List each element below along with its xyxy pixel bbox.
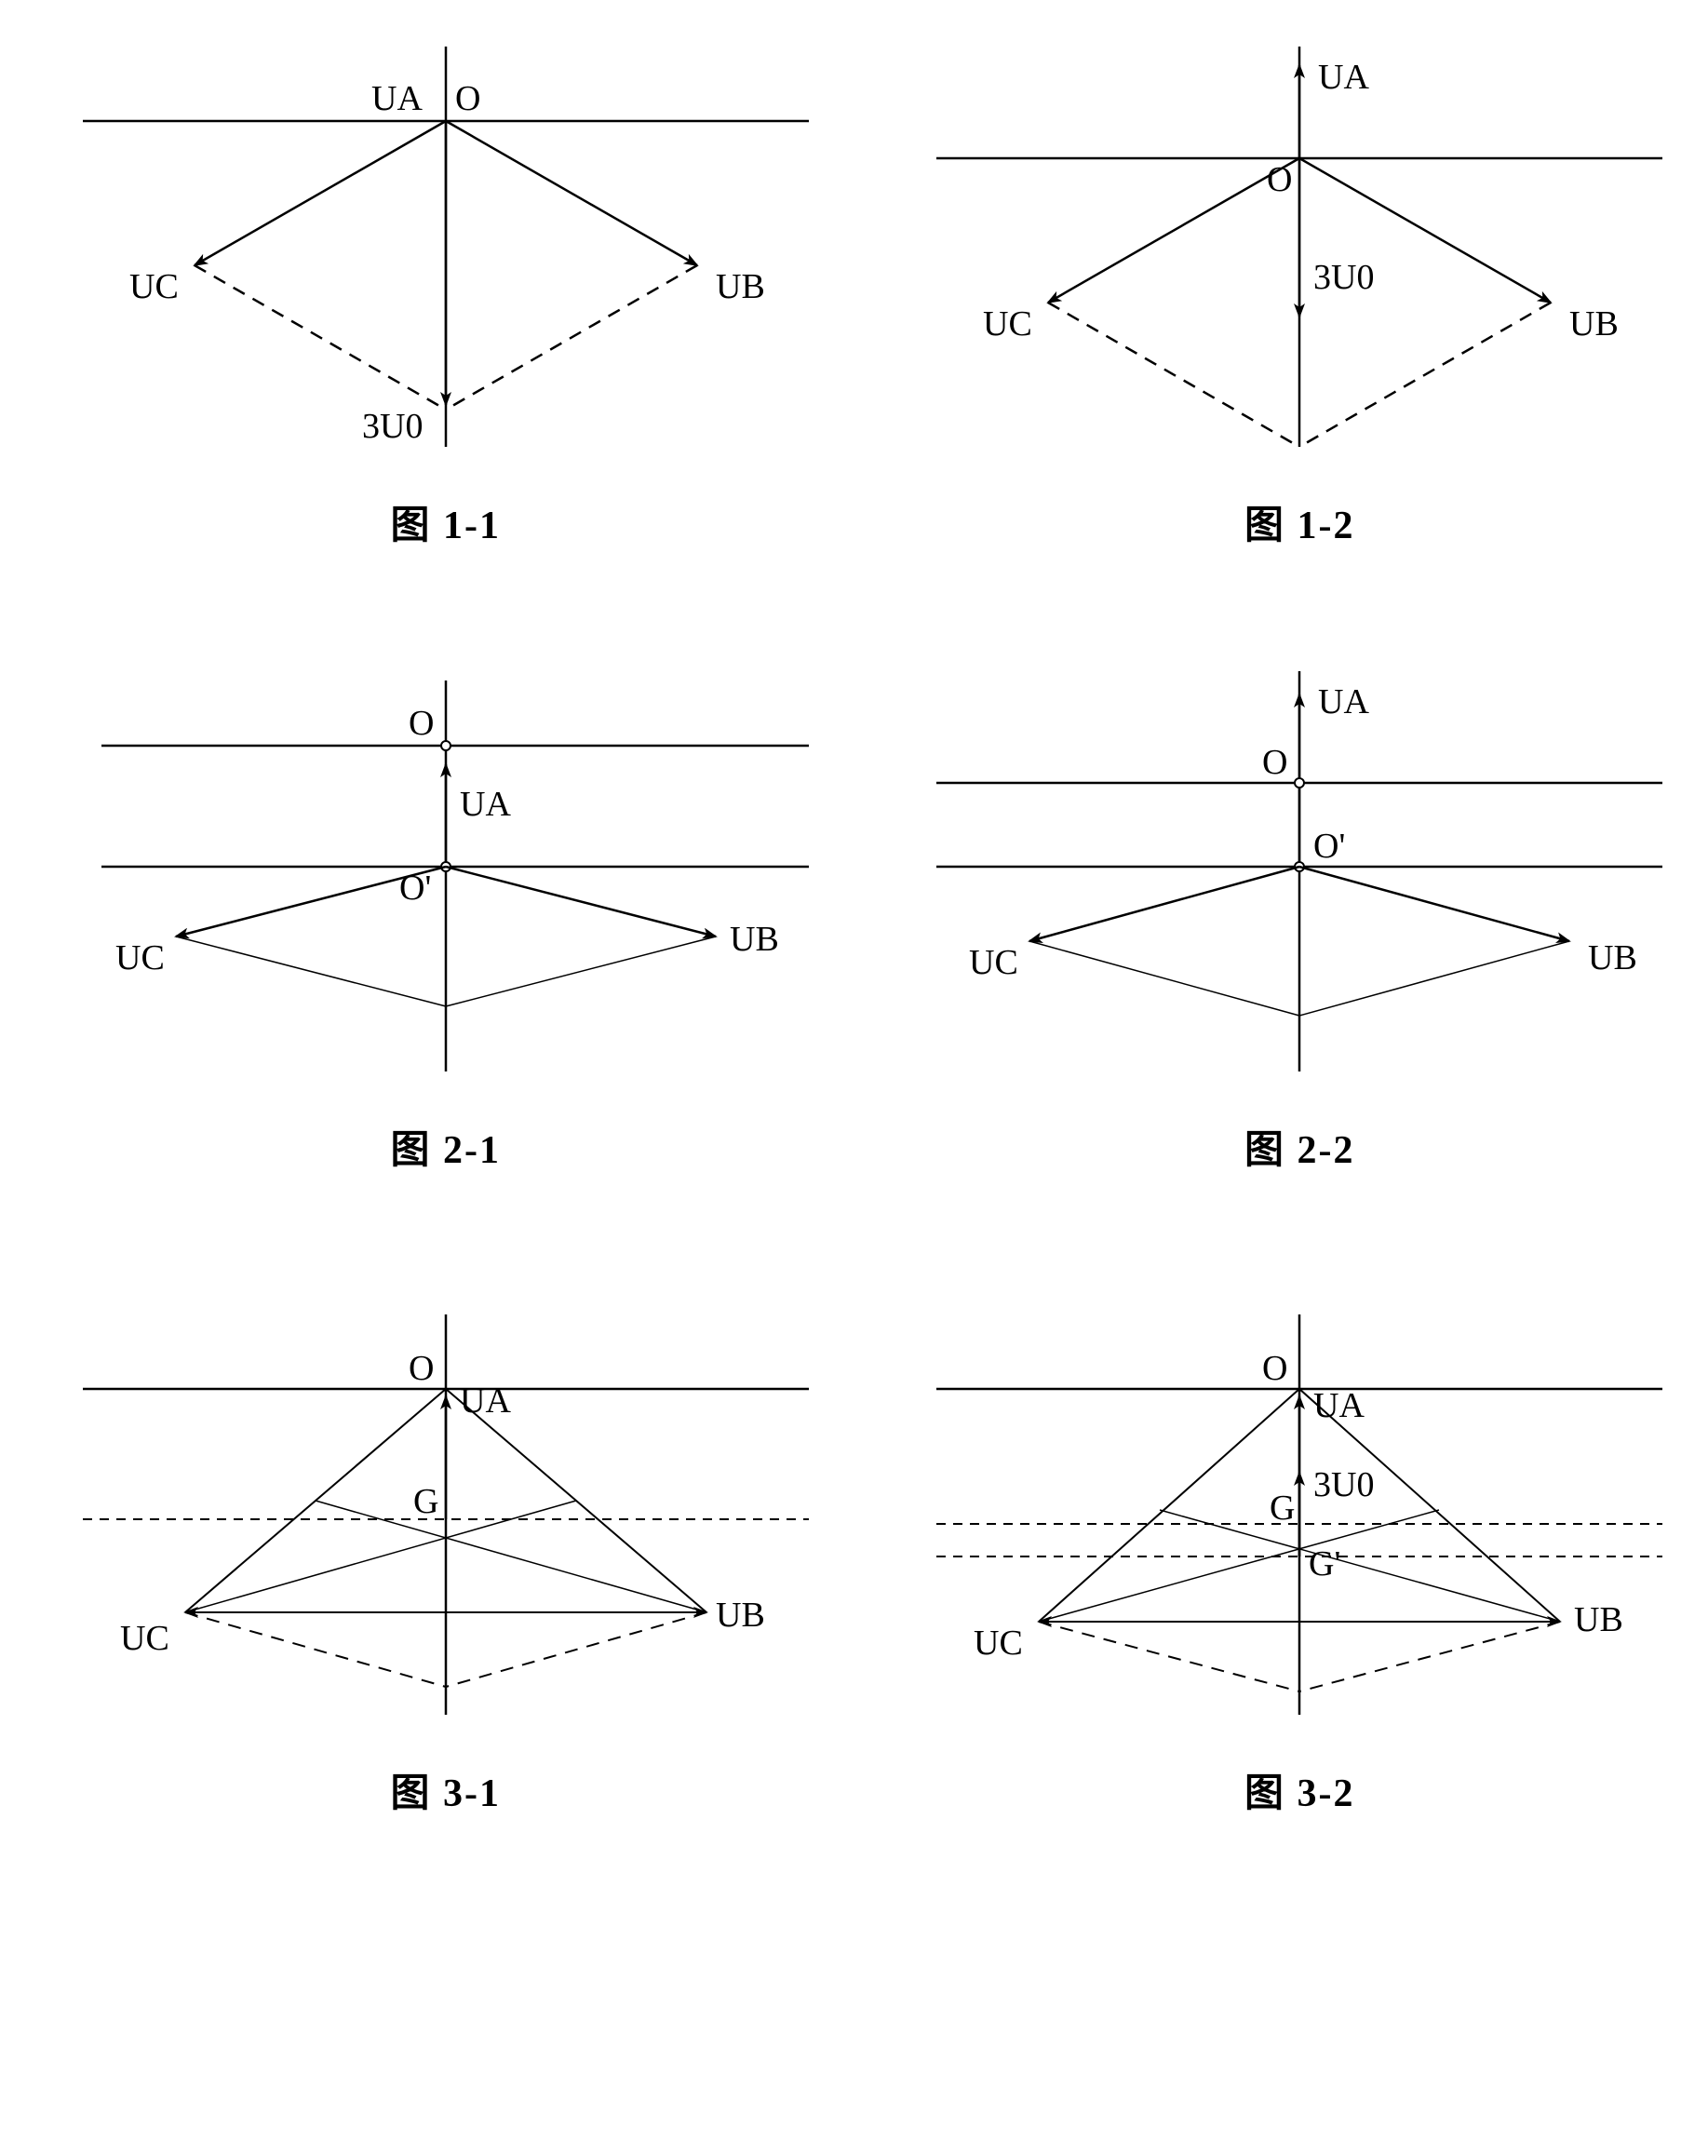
figure-2-1: O UA O' UC UB 图 2-1 bbox=[64, 662, 827, 1175]
caption-3-1: 图 3-1 bbox=[391, 1761, 502, 1818]
label-o: O bbox=[455, 79, 480, 118]
label-o: O bbox=[1262, 1349, 1287, 1388]
label-ub: UB bbox=[716, 267, 765, 306]
caption-1-2: 图 1-2 bbox=[1244, 493, 1355, 550]
row-1: UA O UC UB 3U0 图 1-1 bbox=[19, 37, 1708, 550]
page: UA O UC UB 3U0 图 1-1 bbox=[19, 37, 1708, 1818]
figure-3-2: O UA 3U0 G G' UC UB 图 3-2 bbox=[918, 1287, 1681, 1818]
label-uc: UC bbox=[120, 1619, 169, 1658]
label-op: O' bbox=[399, 869, 431, 908]
figure-2-2: UA O O' UC UB 图 2-2 bbox=[918, 662, 1681, 1175]
label-o: O bbox=[409, 1349, 434, 1388]
row-2: O UA O' UC UB 图 2-1 bbox=[19, 662, 1708, 1175]
label-ub: UB bbox=[730, 920, 779, 959]
row-3: O UA G UC UB 图 3-1 bbox=[19, 1287, 1708, 1818]
diagram-1-1: UA O UC UB 3U0 bbox=[64, 37, 827, 465]
label-ua: UA bbox=[1318, 682, 1369, 721]
caption-3-2: 图 3-2 bbox=[1244, 1761, 1355, 1818]
diagram-1-2: UA O UC UB 3U0 bbox=[918, 37, 1681, 465]
label-op: O' bbox=[1313, 827, 1345, 866]
label-ua: UA bbox=[1313, 1386, 1365, 1425]
label-ub: UB bbox=[1569, 304, 1619, 344]
label-gp: G' bbox=[1309, 1544, 1340, 1583]
figure-1-1: UA O UC UB 3U0 图 1-1 bbox=[64, 37, 827, 550]
diagram-3-1: O UA G UC UB bbox=[64, 1287, 827, 1733]
caption-2-1: 图 2-1 bbox=[391, 1118, 502, 1175]
label-g: G bbox=[413, 1482, 438, 1521]
label-ub: UB bbox=[1588, 938, 1637, 977]
diagram-2-2: UA O O' UC UB bbox=[918, 662, 1681, 1090]
diagram-3-2: O UA 3U0 G G' UC UB bbox=[918, 1287, 1681, 1733]
label-ua: UA bbox=[371, 79, 423, 118]
label-ub: UB bbox=[716, 1596, 765, 1635]
label-ua: UA bbox=[1318, 58, 1369, 97]
label-uc: UC bbox=[974, 1624, 1023, 1663]
label-ua: UA bbox=[460, 1381, 511, 1421]
caption-2-2: 图 2-2 bbox=[1244, 1118, 1355, 1175]
label-3u0: 3U0 bbox=[1313, 1465, 1374, 1504]
label-uc: UC bbox=[969, 943, 1018, 982]
label-o: O bbox=[1267, 160, 1292, 199]
label-o: O bbox=[409, 704, 434, 743]
label-3u0: 3U0 bbox=[1313, 258, 1374, 297]
caption-1-1: 图 1-1 bbox=[391, 493, 502, 550]
label-uc: UC bbox=[115, 938, 165, 977]
label-g: G bbox=[1270, 1489, 1295, 1528]
label-3u0: 3U0 bbox=[362, 407, 423, 446]
label-ua: UA bbox=[460, 785, 511, 824]
label-ub: UB bbox=[1574, 1600, 1623, 1639]
label-uc: UC bbox=[129, 267, 179, 306]
label-o: O bbox=[1262, 743, 1287, 782]
figure-3-1: O UA G UC UB 图 3-1 bbox=[64, 1287, 827, 1818]
diagram-2-1: O UA O' UC UB bbox=[64, 662, 827, 1090]
figure-1-2: UA O UC UB 3U0 图 1-2 bbox=[918, 37, 1681, 550]
label-uc: UC bbox=[983, 304, 1032, 344]
